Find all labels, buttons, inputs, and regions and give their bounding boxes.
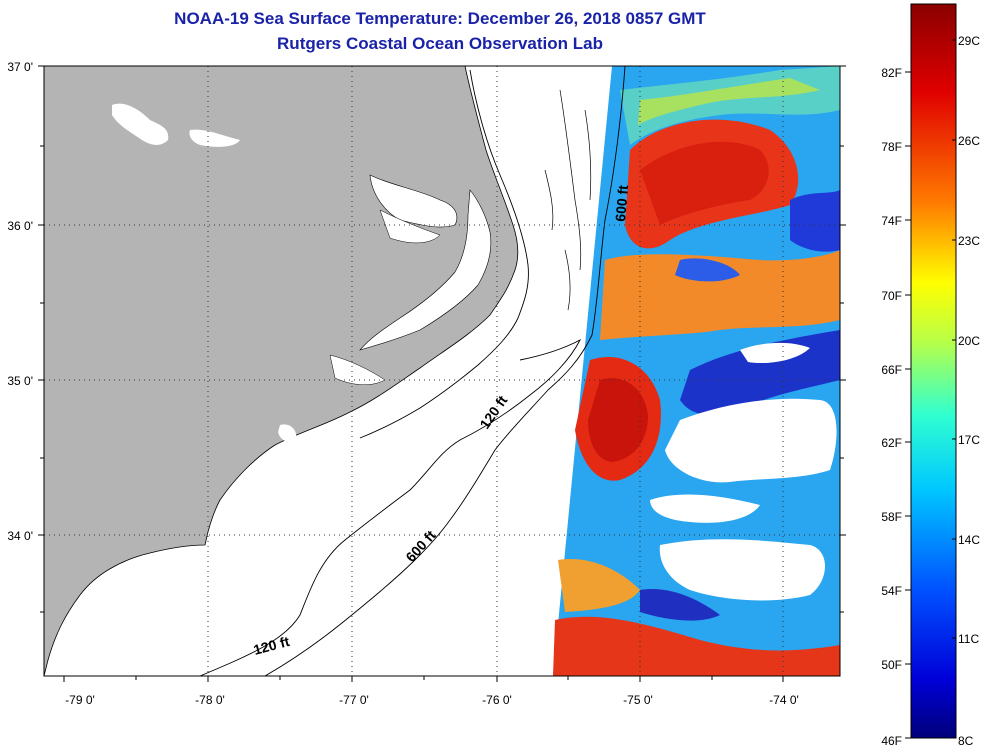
colorbar-c-29: 29C [958, 34, 980, 48]
colorbar-f-82: 82F [881, 66, 902, 80]
colorbar-c-26: 26C [958, 134, 980, 148]
lat-label-35: 35 0' [7, 374, 33, 388]
lake-mattamuskeet [112, 103, 169, 145]
colorbar-c-17: 17C [958, 433, 980, 447]
lon-label-74: -74 0' [769, 693, 799, 707]
lon-label-78: -78 0' [195, 693, 225, 707]
plot-frame [43, 65, 841, 677]
map-subtitle: Rutgers Coastal Ocean Observation Lab [277, 34, 603, 53]
cloud-gap-2 [650, 494, 760, 523]
cloud-gap-3 [659, 539, 825, 601]
map-title: NOAA-19 Sea Surface Temperature: Decembe… [174, 9, 706, 28]
colorbar-c-8: 8C [958, 734, 974, 748]
lon-label-79: -79 0' [65, 693, 95, 707]
shoreline-fragments [544, 89, 592, 311]
isobath-120ft [199, 338, 582, 676]
colorbar-f-54: 54F [881, 584, 902, 598]
colorbar [905, 3, 957, 739]
colorbar-c-23: 23C [958, 234, 980, 248]
colorbar-f-58: 58F [881, 510, 902, 524]
colorbar-f-74: 74F [881, 214, 902, 228]
colorbar-c-11: 11C [958, 632, 979, 646]
isobath-600ft [264, 66, 626, 676]
graticule [44, 66, 840, 676]
colorbar-gradient [910, 3, 957, 739]
lat-label-34: 34 0' [7, 529, 33, 543]
lon-label-76: -76 0' [482, 693, 512, 707]
colorbar-f-50: 50F [881, 658, 902, 672]
colorbar-f-70: 70F [881, 289, 902, 303]
pamlico-sound [359, 189, 492, 351]
colorbar-c-14: 14C [958, 533, 980, 547]
lat-label-36: 36 0' [7, 219, 33, 233]
axis-ticks [38, 65, 846, 682]
isobath-label-600ft-north: 600 ft [612, 184, 631, 222]
colorbar-f-62: 62F [881, 436, 902, 450]
cloud-gap-1 [665, 398, 837, 483]
colorbar-f-66: 66F [881, 363, 902, 377]
colorbar-f-78: 78F [881, 140, 902, 154]
lat-label-37: 37 0' [7, 60, 33, 74]
colorbar-c-20: 20C [958, 334, 980, 348]
colorbar-f-46: 46F [881, 734, 902, 748]
sst-swath [553, 66, 840, 676]
lon-label-75: -75 0' [623, 693, 653, 707]
lon-label-77: -77 0' [339, 693, 369, 707]
